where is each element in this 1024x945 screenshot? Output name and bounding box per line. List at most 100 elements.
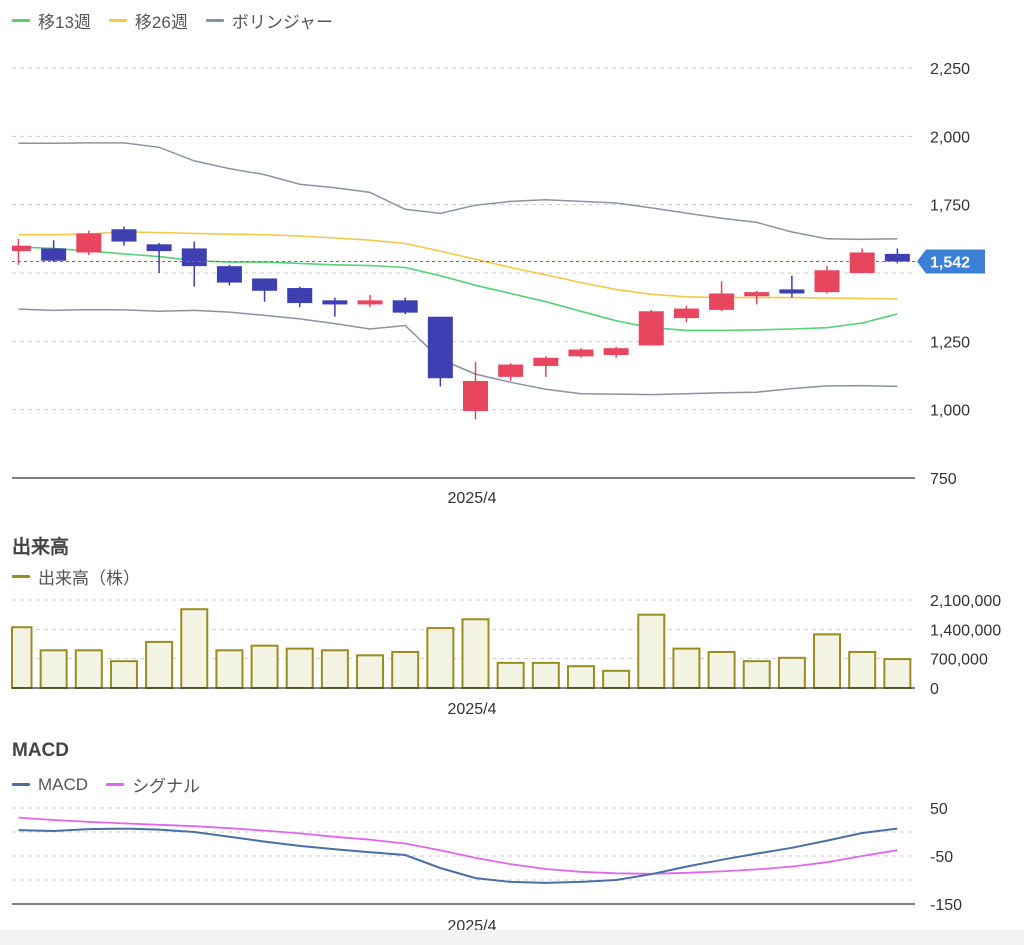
legend-item-bollinger[interactable]: ボリンジャー xyxy=(205,8,333,33)
volume-bar xyxy=(356,654,385,689)
ma13-swatch xyxy=(12,19,30,22)
legend-item-volume[interactable]: 出来高（株） xyxy=(12,564,140,589)
price-y-tick-label: 1,000 xyxy=(930,403,970,420)
candle-body xyxy=(322,300,348,305)
volume-bar xyxy=(672,647,701,689)
volume-bar xyxy=(180,608,209,690)
volume-bar xyxy=(742,660,771,690)
legend-item-ma13[interactable]: 移13週 xyxy=(12,8,91,33)
volume-y-tick-label: 1,400,000 xyxy=(930,622,1001,639)
price-y-tick-label: 2,000 xyxy=(930,129,970,146)
price-y-tick-label: 750 xyxy=(930,471,957,488)
current-price-label: 1,542 xyxy=(930,255,970,272)
signal-swatch xyxy=(106,783,125,786)
macd-swatch xyxy=(12,783,30,786)
ma26-line xyxy=(18,231,898,300)
bollinger-upper-line xyxy=(18,142,898,241)
ma26-swatch xyxy=(108,19,127,22)
legend-item-macd[interactable]: MACD xyxy=(12,775,88,795)
volume-bar xyxy=(707,650,736,690)
candle-body xyxy=(849,252,875,273)
volume-legend: 出来高（株） xyxy=(12,564,140,589)
macd-y-tick-label: 50 xyxy=(930,801,948,818)
macd-title: MACD xyxy=(12,740,69,761)
candle-body xyxy=(41,248,67,261)
legend-label-ma13: 移13週 xyxy=(38,13,91,32)
volume-bar xyxy=(777,656,806,689)
volume-bar xyxy=(109,660,138,690)
candle-body xyxy=(779,289,805,294)
price-y-tick-label: 2,250 xyxy=(930,61,970,78)
candle-body xyxy=(673,308,699,319)
volume-bar xyxy=(496,661,525,689)
price-x-tick-label: 2025/4 xyxy=(448,490,497,507)
volume-swatch xyxy=(12,575,30,578)
candle-body xyxy=(884,253,910,262)
legend-item-ma26[interactable]: 移26週 xyxy=(108,8,188,33)
candle-body xyxy=(814,270,840,293)
volume-bar xyxy=(250,644,279,690)
price-legend: 移13週 移26週 ボリンジャー xyxy=(12,8,333,33)
macd-y-tick-label: -150 xyxy=(930,897,962,914)
candle-body xyxy=(216,266,242,283)
candle-body xyxy=(744,292,770,297)
macd-y-tick-label: -50 xyxy=(930,849,953,866)
volume-bar xyxy=(145,640,174,690)
candle-body xyxy=(533,357,559,366)
volume-bar xyxy=(848,650,877,690)
legend-label-bollinger: ボリンジャー xyxy=(231,13,333,32)
candle-body xyxy=(709,293,735,310)
legend-label-signal: シグナル xyxy=(132,777,201,796)
macd-line xyxy=(18,827,898,884)
current-price-tag xyxy=(917,249,985,274)
macd-legend: MACD シグナル xyxy=(12,772,200,797)
volume-x-tick-label: 2025/4 xyxy=(448,701,497,718)
price-y-tick-label: 1,750 xyxy=(930,198,970,215)
volume-title: 出来高 xyxy=(12,537,70,558)
legend-label-ma26: 移26週 xyxy=(134,13,188,32)
candle-body xyxy=(603,348,629,355)
candle-body xyxy=(181,248,207,267)
candle-body xyxy=(638,311,664,346)
candle-body xyxy=(252,278,278,291)
candle-body xyxy=(357,300,383,305)
volume-bar xyxy=(426,627,455,689)
volume-bar xyxy=(39,649,68,689)
volume-bar xyxy=(391,650,420,690)
legend-label-macd: MACD xyxy=(38,774,89,794)
candle-body xyxy=(146,244,172,252)
candle-body xyxy=(76,233,102,253)
volume-bar xyxy=(602,669,631,689)
candle-body xyxy=(111,229,137,242)
volume-bar xyxy=(320,649,349,689)
legend-item-signal[interactable]: シグナル xyxy=(106,772,200,797)
volume-bar xyxy=(531,661,560,689)
volume-bar xyxy=(883,658,912,689)
volume-y-tick-label: 700,000 xyxy=(930,652,988,669)
legend-label-volume: 出来高（株） xyxy=(38,569,140,588)
ma13-line xyxy=(18,246,898,332)
volume-bar xyxy=(74,649,103,689)
volume-bar xyxy=(215,649,244,689)
candle-body xyxy=(392,300,418,313)
candle-body xyxy=(498,364,524,377)
candle-body xyxy=(568,349,594,357)
candle-body xyxy=(427,316,453,379)
candle-body xyxy=(287,288,313,304)
volume-bar xyxy=(813,633,842,689)
volume-y-tick-label: 0 xyxy=(930,681,939,698)
bottom-edge xyxy=(0,930,1024,945)
candle-body xyxy=(12,245,31,252)
volume-bar xyxy=(637,613,666,690)
price-y-tick-label: 1,250 xyxy=(930,334,970,351)
volume-bar xyxy=(566,665,595,690)
volume-y-tick-label: 2,100,000 xyxy=(930,593,1001,610)
bollinger-swatch xyxy=(205,19,224,22)
volume-bar xyxy=(11,626,33,690)
candle-body xyxy=(463,380,488,412)
signal-line xyxy=(18,816,898,875)
volume-bar xyxy=(285,647,314,689)
bollinger-lower-line xyxy=(18,308,898,396)
volume-bar xyxy=(461,618,490,689)
